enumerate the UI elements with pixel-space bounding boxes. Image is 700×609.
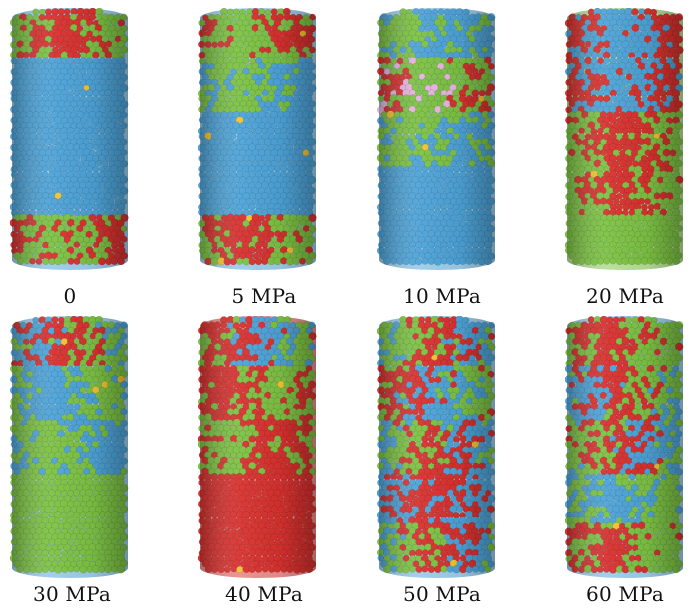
panel-label: 0 — [63, 284, 77, 308]
panel-label: 40 MPa — [225, 582, 303, 606]
specimen-cylinder — [198, 8, 318, 270]
specimen-cylinder — [565, 316, 685, 578]
specimen-cylinder — [198, 316, 318, 578]
specimen-cylinder — [10, 316, 130, 578]
specimen-cylinder — [10, 8, 130, 270]
specimen-cylinder — [565, 8, 685, 270]
specimen-cylinder — [377, 316, 497, 578]
panel-label: 50 MPa — [403, 582, 481, 606]
panel-label: 5 MPa — [231, 284, 297, 308]
specimen-cylinder — [377, 8, 497, 270]
panel-label: 10 MPa — [403, 284, 481, 308]
panel-label: 60 MPa — [586, 582, 664, 606]
panel-label: 30 MPa — [33, 582, 111, 606]
panel-label: 20 MPa — [586, 284, 664, 308]
